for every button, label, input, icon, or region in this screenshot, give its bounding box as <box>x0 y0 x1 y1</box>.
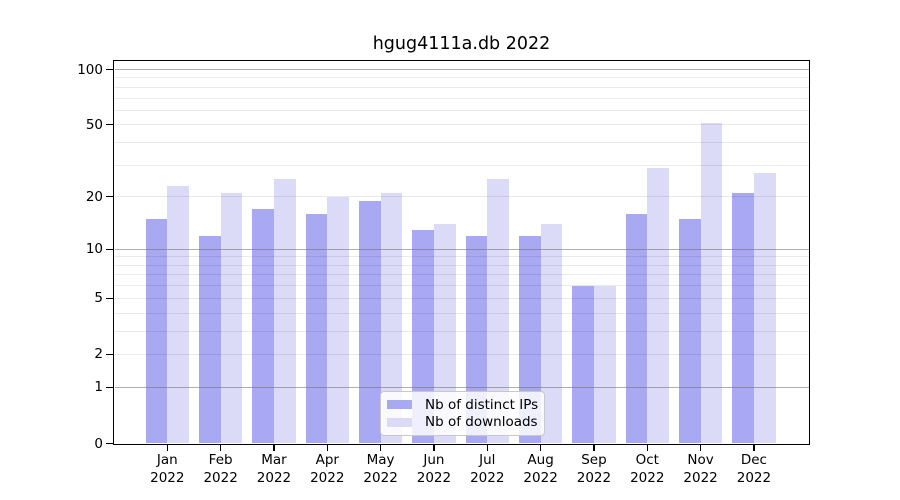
y-tick-mark <box>105 124 113 126</box>
x-tick-label: Jul 2022 <box>470 452 505 486</box>
gridline-minor <box>114 109 809 111</box>
x-tick-label: Nov 2022 <box>683 452 718 486</box>
y-tick-label: 1 <box>94 379 103 396</box>
x-tick-mark <box>646 445 648 451</box>
y-tick-mark <box>105 196 113 198</box>
gridline-minor <box>114 77 809 79</box>
bar-downloads-0 <box>167 185 189 444</box>
bar-downloads-5 <box>433 224 456 444</box>
x-tick-mark <box>326 445 328 451</box>
y-tick-label: 10 <box>85 241 103 258</box>
x-tick-label: Sep 2022 <box>576 452 612 486</box>
x-tick-label: Aug 2022 <box>523 452 558 486</box>
x-tick-mark <box>486 445 488 451</box>
bar-downloads-8 <box>593 285 616 444</box>
bar-downloads-1 <box>220 193 243 444</box>
bar-distinct-ips-0 <box>145 218 168 444</box>
bar-downloads-6 <box>487 179 509 444</box>
gridline-minor <box>114 97 809 99</box>
legend-label-downloads: Nb of downloads <box>425 414 538 431</box>
x-tick-label: May 2022 <box>363 452 398 486</box>
y-tick-mark <box>105 297 113 299</box>
legend-label-distinct-ips: Nb of distinct IPs <box>425 396 539 413</box>
x-tick-label: Dec 2022 <box>736 452 772 486</box>
legend-swatch-distinct-ips <box>387 399 412 410</box>
bar-distinct-ips-4 <box>359 200 381 444</box>
bar-distinct-ips-3 <box>305 213 328 444</box>
y-tick-mark <box>105 248 113 250</box>
x-tick-label: Feb 2022 <box>203 452 238 486</box>
legend-item-distinct-ips: Nb of distinct IPs <box>387 396 539 413</box>
y-tick-label: 100 <box>77 61 103 78</box>
bar-downloads-2 <box>273 179 296 444</box>
gridline-minor <box>114 86 809 88</box>
bar-downloads-3 <box>327 196 349 444</box>
x-tick-mark <box>273 445 275 451</box>
x-tick-mark <box>220 445 222 451</box>
y-tick-mark <box>105 386 113 388</box>
x-tick-label: Jan 2022 <box>150 452 185 486</box>
y-tick-label: 20 <box>85 188 103 205</box>
x-tick-mark <box>166 445 168 451</box>
y-tick-label: 5 <box>94 290 103 307</box>
y-tick-mark <box>105 353 113 356</box>
bar-distinct-ips-9 <box>625 213 648 444</box>
bar-downloads-10 <box>700 123 723 444</box>
bar-downloads-11 <box>753 173 776 444</box>
bar-downloads-4 <box>380 193 403 444</box>
bar-downloads-9 <box>647 167 669 444</box>
x-tick-mark <box>753 445 755 451</box>
bar-distinct-ips-10 <box>679 218 701 444</box>
bar-downloads-7 <box>540 224 563 444</box>
gridline-major <box>114 68 809 71</box>
bar-distinct-ips-1 <box>199 235 221 444</box>
x-tick-mark <box>433 445 435 451</box>
x-tick-label: Mar 2022 <box>256 452 292 486</box>
x-tick-mark <box>700 445 702 451</box>
legend: Nb of distinct IPs Nb of downloads <box>380 391 545 436</box>
y-tick-label: 2 <box>94 346 103 363</box>
legend-item-downloads: Nb of downloads <box>387 414 538 431</box>
x-tick-label: Apr 2022 <box>310 452 345 486</box>
y-tick-label: 50 <box>85 116 103 133</box>
legend-swatch-downloads <box>387 417 412 428</box>
x-tick-mark <box>540 445 542 451</box>
bar-distinct-ips-2 <box>252 209 274 444</box>
bar-distinct-ips-11 <box>732 193 754 444</box>
x-tick-label: Oct 2022 <box>630 452 665 486</box>
y-tick-mark <box>105 442 113 445</box>
x-tick-mark <box>593 445 595 451</box>
bar-distinct-ips-5 <box>412 229 434 444</box>
bar-distinct-ips-8 <box>572 285 594 444</box>
x-tick-label: Jun 2022 <box>416 452 452 486</box>
y-tick-label: 0 <box>94 435 103 452</box>
chart-title: hgug4111a.db 2022 <box>372 34 551 54</box>
y-tick-mark <box>105 68 113 71</box>
x-tick-mark <box>380 445 382 451</box>
